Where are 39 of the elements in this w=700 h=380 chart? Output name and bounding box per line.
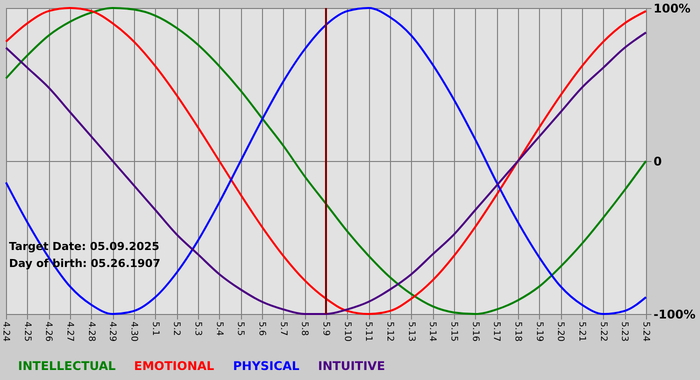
x-tick-label: 4.30 (128, 322, 138, 342)
x-tick-label: 5.15 (448, 322, 458, 342)
x-tick-label: 5.22 (598, 322, 608, 342)
x-tick-label: 5.5 (235, 322, 246, 336)
x-tick-label: 5.10 (342, 322, 352, 342)
y-tick-label: 0 (654, 154, 662, 168)
text: PHYSICAL (233, 359, 300, 373)
y-tick-label: -100% (654, 308, 696, 322)
x-tick-label: 4.28 (86, 322, 96, 342)
text: INTELLECTUAL (18, 359, 116, 373)
x-tick-label: 5.1 (150, 322, 160, 336)
x-tick-label: 4.24 (0, 322, 10, 342)
x-tick-label: 5.20 (555, 322, 566, 342)
x-tick-label: 4.25 (22, 322, 32, 342)
x-tick-label: 5.24 (640, 322, 650, 342)
x-tick-label: 5.17 (491, 322, 502, 342)
x-tick-label: 5.23 (619, 322, 630, 342)
x-tick-label: 4.29 (107, 322, 118, 342)
x-tick-label: 4.27 (64, 322, 74, 342)
x-tick-label: 5.12 (384, 322, 394, 342)
x-tick-label: 5.9 (320, 322, 330, 336)
x-tick-label: 5.18 (512, 322, 522, 342)
text: EMOTIONAL (134, 359, 215, 373)
text: INTUITIVE (318, 359, 386, 373)
x-tick-label: 5.11 (363, 322, 374, 342)
y-tick-label: 100% (654, 2, 691, 16)
x-tick-label: 5.3 (192, 322, 202, 336)
x-tick-label: 5.4 (214, 322, 224, 336)
x-tick-label: 5.13 (406, 322, 416, 342)
x-tick-label: 5.2 (171, 322, 182, 336)
x-tick-label: 5.7 (278, 322, 288, 336)
x-tick-label: 5.21 (576, 322, 586, 342)
x-tick-label: 5.14 (427, 322, 438, 342)
annotation: Day of birth: 05.26.1907 (9, 257, 160, 270)
x-tick-label: 4.26 (43, 322, 54, 342)
x-tick-label: 5.19 (534, 322, 544, 342)
x-tick-label: 5.8 (299, 322, 310, 336)
x-tick-label: 5.6 (256, 322, 266, 336)
x-tick-label: 5.16 (470, 322, 480, 342)
